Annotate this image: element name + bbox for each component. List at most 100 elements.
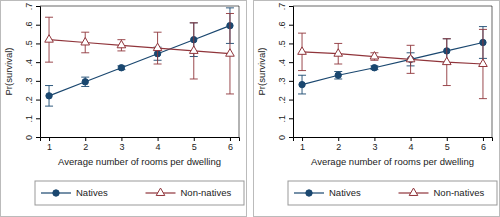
y-tick-label: .5 bbox=[24, 40, 34, 48]
legend: Natives Non-natives bbox=[35, 181, 244, 205]
y-tick: .5 bbox=[24, 40, 40, 48]
y-tick: .3 bbox=[24, 78, 40, 86]
x-axis: 123456 bbox=[294, 137, 493, 152]
marker bbox=[81, 38, 90, 45]
legend-item: Natives bbox=[294, 187, 361, 198]
plot-frame bbox=[40, 6, 239, 137]
x-tick-mark bbox=[338, 137, 339, 141]
error-bar bbox=[45, 17, 53, 62]
y-axis-line bbox=[289, 7, 294, 138]
y-tick-mark bbox=[289, 137, 293, 138]
error-bar bbox=[479, 29, 487, 98]
error-bar bbox=[334, 72, 342, 79]
legend-label: Natives bbox=[329, 187, 361, 198]
marker bbox=[118, 65, 124, 71]
x-tick-label: 1 bbox=[47, 142, 52, 152]
error-bar bbox=[45, 86, 53, 107]
x-tick-mark bbox=[483, 137, 484, 141]
y-tick-mark bbox=[36, 43, 40, 44]
panel-frame bbox=[1, 1, 247, 217]
error-bar-line bbox=[443, 39, 451, 86]
y-tick-label: 0 bbox=[24, 135, 34, 140]
x-tick-mark bbox=[121, 137, 122, 141]
y-tick: .1 bbox=[24, 115, 40, 123]
x-tick: 5 bbox=[445, 137, 450, 152]
y-axis-title: Pr(survival) bbox=[3, 47, 14, 95]
x-tick-mark bbox=[374, 137, 375, 141]
series-line bbox=[49, 40, 230, 54]
error-bar-line bbox=[407, 45, 415, 73]
x-tick-label: 1 bbox=[300, 142, 305, 152]
error-bar-line bbox=[334, 43, 342, 64]
error-bar bbox=[154, 32, 162, 64]
marker bbox=[370, 52, 379, 59]
x-axis-title: Average number of rooms per dwelling bbox=[311, 156, 474, 167]
y-tick-mark bbox=[36, 6, 40, 7]
error-bar bbox=[81, 77, 89, 86]
legend-item: Non-natives bbox=[399, 187, 485, 198]
y-tick-mark bbox=[289, 100, 293, 101]
marks bbox=[45, 8, 235, 106]
marker bbox=[156, 188, 165, 195]
error-bar bbox=[334, 43, 342, 64]
y-tick-mark bbox=[289, 62, 293, 63]
series-line bbox=[302, 42, 483, 84]
y-tick-label: .7 bbox=[277, 3, 287, 11]
error-bar bbox=[81, 32, 89, 53]
legend-item: Non-natives bbox=[146, 187, 232, 198]
error-bar-line bbox=[298, 75, 306, 94]
marker bbox=[406, 54, 415, 61]
x-tick: 3 bbox=[372, 137, 377, 152]
plot: 0.1.2.3.4.5.6.7123456 bbox=[24, 3, 240, 153]
y-tick-label: .7 bbox=[24, 3, 34, 11]
marker bbox=[306, 190, 312, 196]
error-bar-line bbox=[45, 86, 53, 107]
y-tick-label: .4 bbox=[277, 59, 287, 67]
plot: 0.1.2.3.4.5.6.7123456 bbox=[277, 3, 493, 153]
legend-label: Natives bbox=[76, 187, 108, 198]
y-tick: 0 bbox=[24, 135, 40, 140]
x-tick: 1 bbox=[47, 137, 52, 152]
y-tick-mark bbox=[36, 81, 40, 82]
marker bbox=[117, 40, 126, 47]
y-tick: .7 bbox=[277, 3, 293, 11]
marker bbox=[46, 93, 52, 99]
y-tick-mark bbox=[289, 118, 293, 119]
y-tick-label: .1 bbox=[24, 115, 34, 123]
error-bar bbox=[117, 40, 125, 51]
y-tick-label: .1 bbox=[277, 115, 287, 123]
y-axis-line bbox=[36, 7, 41, 138]
x-axis-line bbox=[294, 138, 493, 142]
x-tick-mark bbox=[85, 137, 86, 141]
error-bar bbox=[190, 23, 198, 79]
legend-box bbox=[288, 181, 497, 205]
y-axis: 0.1.2.3.4.5.6.7 bbox=[24, 3, 41, 140]
x-tick-mark bbox=[49, 137, 50, 141]
y-tick-mark bbox=[289, 43, 293, 44]
marker bbox=[53, 190, 59, 196]
marker bbox=[298, 47, 307, 54]
marker bbox=[226, 49, 235, 56]
x-tick: 4 bbox=[156, 137, 161, 152]
y-tick: 0 bbox=[277, 135, 293, 140]
x-tick-label: 5 bbox=[192, 142, 197, 152]
x-tick: 2 bbox=[336, 137, 341, 152]
y-tick: .1 bbox=[277, 115, 293, 123]
marker bbox=[479, 59, 488, 66]
y-tick: .6 bbox=[277, 21, 293, 29]
x-tick: 5 bbox=[192, 137, 197, 152]
error-bar-line bbox=[45, 17, 53, 62]
y-tick-label: .2 bbox=[277, 96, 287, 104]
x-tick: 6 bbox=[228, 137, 233, 152]
marker bbox=[409, 188, 418, 195]
y-tick-label: .6 bbox=[24, 21, 34, 29]
y-tick-mark bbox=[289, 25, 293, 26]
marker bbox=[82, 79, 88, 85]
y-tick-mark bbox=[289, 81, 293, 82]
series-line bbox=[302, 52, 483, 64]
y-tick: .4 bbox=[24, 59, 40, 67]
x-axis-title: Average number of rooms per dwelling bbox=[58, 156, 221, 167]
x-tick-label: 3 bbox=[372, 142, 377, 152]
error-bar bbox=[298, 33, 306, 70]
x-tick-label: 6 bbox=[228, 142, 233, 152]
